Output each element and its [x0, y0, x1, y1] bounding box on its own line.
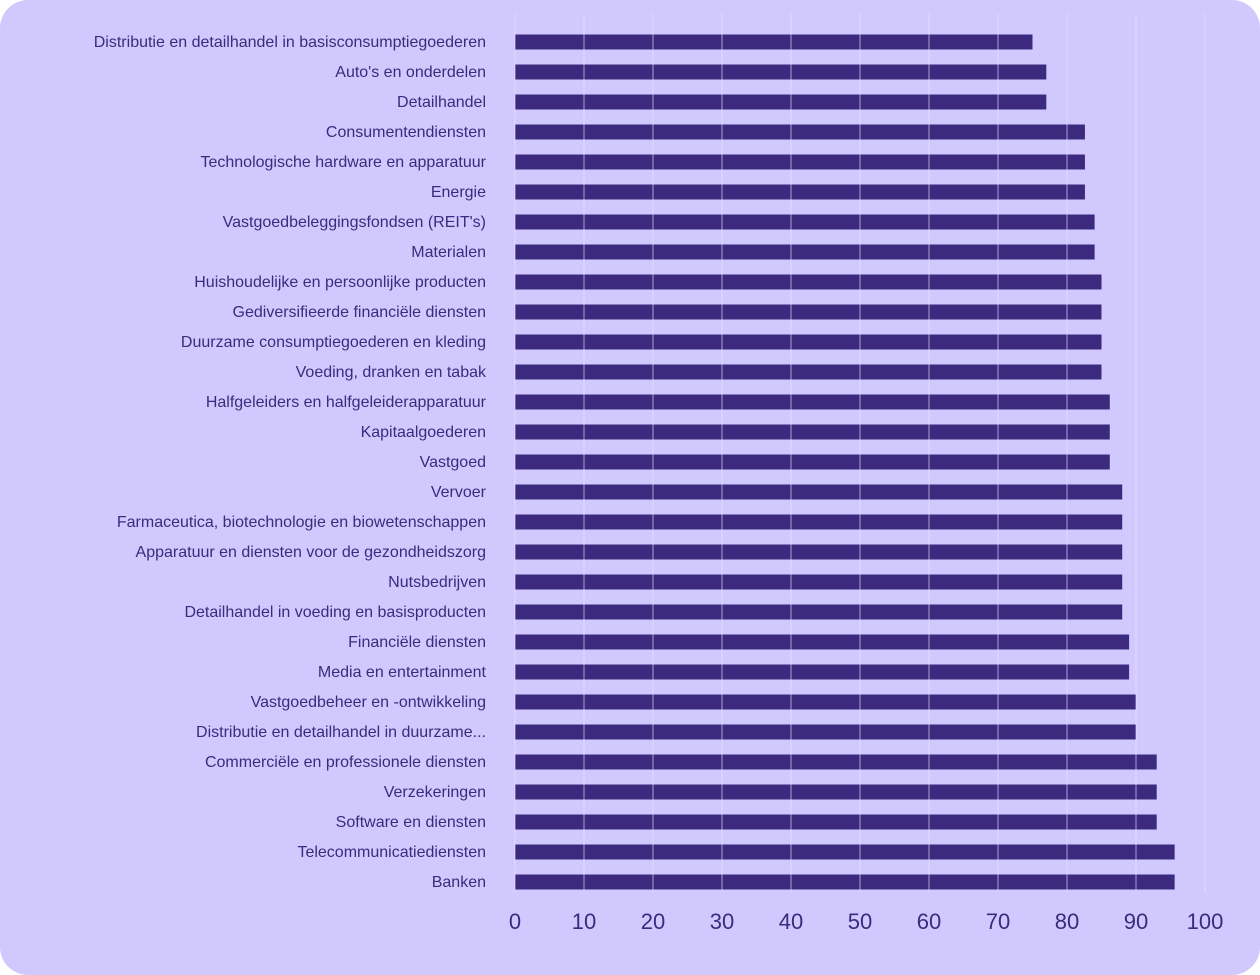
bar — [515, 94, 1047, 110]
category-label: Halfgeleiders en halfgeleiderapparatuur — [206, 394, 487, 411]
category-label: Vastgoedbeleggingsfondsen (REIT's) — [223, 214, 486, 231]
bar — [515, 124, 1085, 140]
category-label: Energie — [431, 184, 486, 201]
bar — [515, 244, 1095, 260]
bar — [515, 574, 1123, 590]
bar — [515, 274, 1102, 290]
category-label: Distributie en detailhandel in duurzame.… — [196, 724, 486, 741]
category-label: Commerciële en professionele diensten — [205, 754, 486, 771]
bar — [515, 544, 1123, 560]
x-tick-label: 40 — [779, 909, 803, 934]
bar — [515, 454, 1110, 470]
category-label: Banken — [432, 874, 486, 891]
x-tick-label: 50 — [848, 909, 872, 934]
bar — [515, 604, 1123, 620]
bar — [515, 364, 1102, 380]
category-label: Financiële diensten — [348, 634, 486, 651]
category-label: Materialen — [411, 244, 486, 261]
bar — [515, 424, 1110, 440]
bar — [515, 634, 1130, 650]
bar — [515, 154, 1085, 170]
category-label: Apparatuur en diensten voor de gezondhei… — [136, 544, 486, 561]
x-tick-label: 80 — [1055, 909, 1079, 934]
category-label: Auto's en onderdelen — [335, 64, 486, 81]
bar — [515, 814, 1157, 830]
bar — [515, 34, 1033, 50]
bar — [515, 844, 1175, 860]
category-label: Kapitaalgoederen — [361, 424, 486, 441]
category-label: Farmaceutica, biotechnologie en bioweten… — [117, 514, 486, 531]
x-tick-label: 20 — [641, 909, 665, 934]
category-label: Vastgoedbeheer en -ontwikkeling — [251, 694, 486, 711]
category-label: Detailhandel — [397, 94, 486, 111]
category-label: Media en entertainment — [318, 664, 487, 681]
category-label: Distributie en detailhandel in basiscons… — [94, 34, 486, 51]
bar — [515, 304, 1102, 320]
bar — [515, 874, 1175, 890]
category-label: Consumentendiensten — [326, 124, 486, 141]
bar — [515, 214, 1095, 230]
x-tick-label: 100 — [1187, 909, 1224, 934]
x-tick-label: 60 — [917, 909, 941, 934]
category-label: Detailhandel in voeding en basisproducte… — [184, 604, 486, 621]
bar — [515, 394, 1110, 410]
x-tick-label: 10 — [572, 909, 596, 934]
bar — [515, 484, 1123, 500]
category-label: Voeding, dranken en tabak — [296, 364, 487, 381]
bar — [515, 724, 1136, 740]
bar — [515, 754, 1157, 770]
category-label: Technologische hardware en apparatuur — [200, 154, 486, 171]
category-label: Vervoer — [431, 484, 487, 501]
category-label: Telecommunicatiediensten — [297, 844, 486, 861]
category-label: Verzekeringen — [384, 784, 486, 801]
x-tick-label: 0 — [509, 909, 521, 934]
bar — [515, 184, 1085, 200]
category-label: Duurzame consumptiegoederen en kleding — [181, 334, 486, 351]
category-label: Gediversifieerde financiële diensten — [233, 304, 486, 321]
x-tick-label: 70 — [986, 909, 1010, 934]
bar — [515, 334, 1102, 350]
category-label: Software en diensten — [336, 814, 486, 831]
category-label: Huishoudelijke en persoonlijke producten — [194, 274, 486, 291]
x-tick-label: 90 — [1124, 909, 1148, 934]
bar — [515, 784, 1157, 800]
category-label: Vastgoed — [420, 454, 486, 471]
bar — [515, 64, 1047, 80]
bar — [515, 664, 1130, 680]
category-label: Nutsbedrijven — [388, 574, 486, 591]
bar — [515, 694, 1136, 710]
bar — [515, 514, 1123, 530]
x-tick-label: 30 — [710, 909, 734, 934]
